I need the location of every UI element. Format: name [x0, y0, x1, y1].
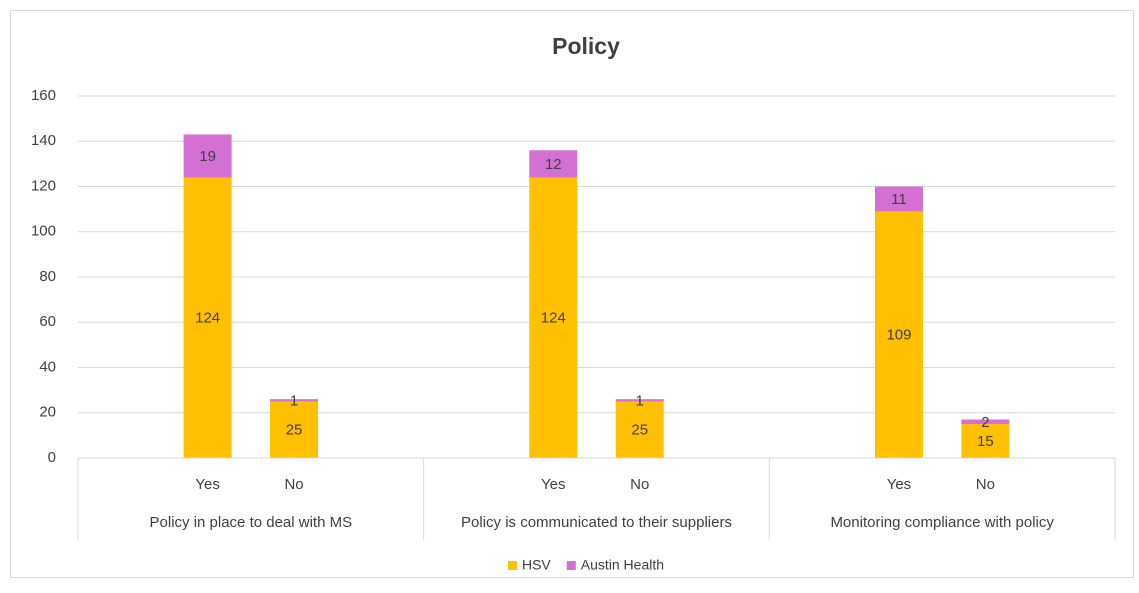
bar-segment	[529, 150, 578, 178]
legend-swatch	[566, 561, 576, 570]
data-label: 12	[545, 156, 562, 173]
bar-segment	[270, 401, 319, 458]
x-tick-label: No	[976, 476, 995, 493]
y-tick-label: 160	[31, 87, 56, 104]
y-tick-label: 100	[31, 223, 56, 240]
data-label: 2	[981, 414, 989, 431]
bar-segment	[270, 399, 319, 402]
x-tick-label: Yes	[541, 476, 565, 493]
y-tick-label: 0	[48, 449, 56, 466]
data-label: 109	[886, 327, 911, 344]
y-tick-label: 20	[39, 404, 56, 421]
bar-segment	[961, 424, 1010, 458]
y-tick-label: 140	[31, 132, 56, 149]
x-tick-label: Yes	[195, 476, 219, 493]
y-tick-label: 60	[39, 313, 56, 330]
data-label: 1	[636, 392, 644, 409]
data-label: 25	[286, 422, 303, 439]
y-tick-label: 120	[31, 177, 56, 194]
y-tick-label: 40	[39, 358, 56, 375]
data-label: 1	[290, 392, 298, 409]
bar-segment	[183, 134, 232, 178]
legend-swatch	[507, 561, 517, 570]
bar-segment	[874, 186, 923, 212]
group-label: Policy is communicated to their supplier…	[461, 514, 732, 531]
bar-segment	[874, 211, 923, 458]
bar-segment	[529, 177, 578, 458]
legend-label: HSV	[522, 557, 551, 573]
data-label: 124	[195, 310, 220, 327]
data-label: 25	[631, 422, 648, 439]
bar-segment	[615, 401, 664, 458]
x-tick-label: No	[630, 476, 649, 493]
chart-title: Policy	[552, 33, 620, 59]
group-label: Monitoring compliance with policy	[830, 514, 1054, 531]
data-label: 19	[199, 148, 216, 165]
group-label: Policy in place to deal with MS	[150, 514, 353, 531]
data-label: 11	[891, 191, 907, 208]
data-label: 15	[977, 433, 994, 450]
y-tick-label: 80	[39, 268, 56, 285]
bar-segment	[961, 419, 1010, 425]
bar-segment	[615, 399, 664, 402]
legend-label: Austin Health	[581, 557, 664, 573]
x-tick-label: Yes	[887, 476, 911, 493]
bar-segment	[183, 177, 232, 458]
data-label: 124	[541, 310, 566, 327]
x-tick-label: No	[284, 476, 303, 493]
